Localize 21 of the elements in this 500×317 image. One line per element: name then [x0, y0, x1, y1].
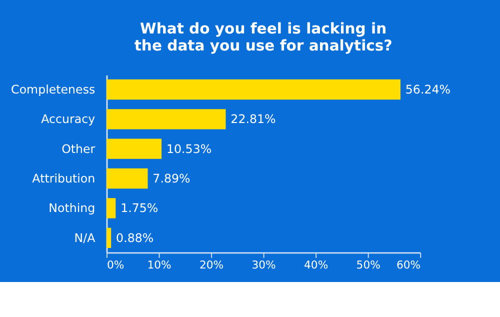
x-tick-label: 30% — [252, 258, 276, 272]
data-label: 7.89% — [152, 171, 190, 186]
y-tick-label: Completeness — [11, 82, 96, 96]
y-tick-label: Nothing — [48, 201, 96, 216]
data-label: 1.75% — [120, 201, 158, 216]
x-tick-label: 10% — [147, 258, 172, 272]
x-tick-label: 20% — [200, 258, 224, 272]
y-tick-label: N/A — [74, 230, 96, 245]
text: What do you feel is lacking in — [140, 20, 387, 38]
x-tick-label: 60% — [396, 258, 421, 272]
x-tick-label: 50% — [356, 258, 380, 272]
data-label: 22.81% — [230, 112, 276, 126]
y-tick-label: Accuracy — [41, 112, 96, 126]
y-tick-label: Other — [62, 142, 96, 156]
data-label: 0.88% — [116, 230, 154, 245]
data-label: 10.53% — [166, 142, 212, 156]
x-tick-label: 40% — [304, 258, 328, 272]
y-tick-label: Attribution — [32, 171, 96, 186]
data-label: 56.24% — [405, 82, 451, 96]
text: the data you use for analytics? — [134, 37, 392, 54]
x-tick-label: 0% — [107, 258, 124, 272]
